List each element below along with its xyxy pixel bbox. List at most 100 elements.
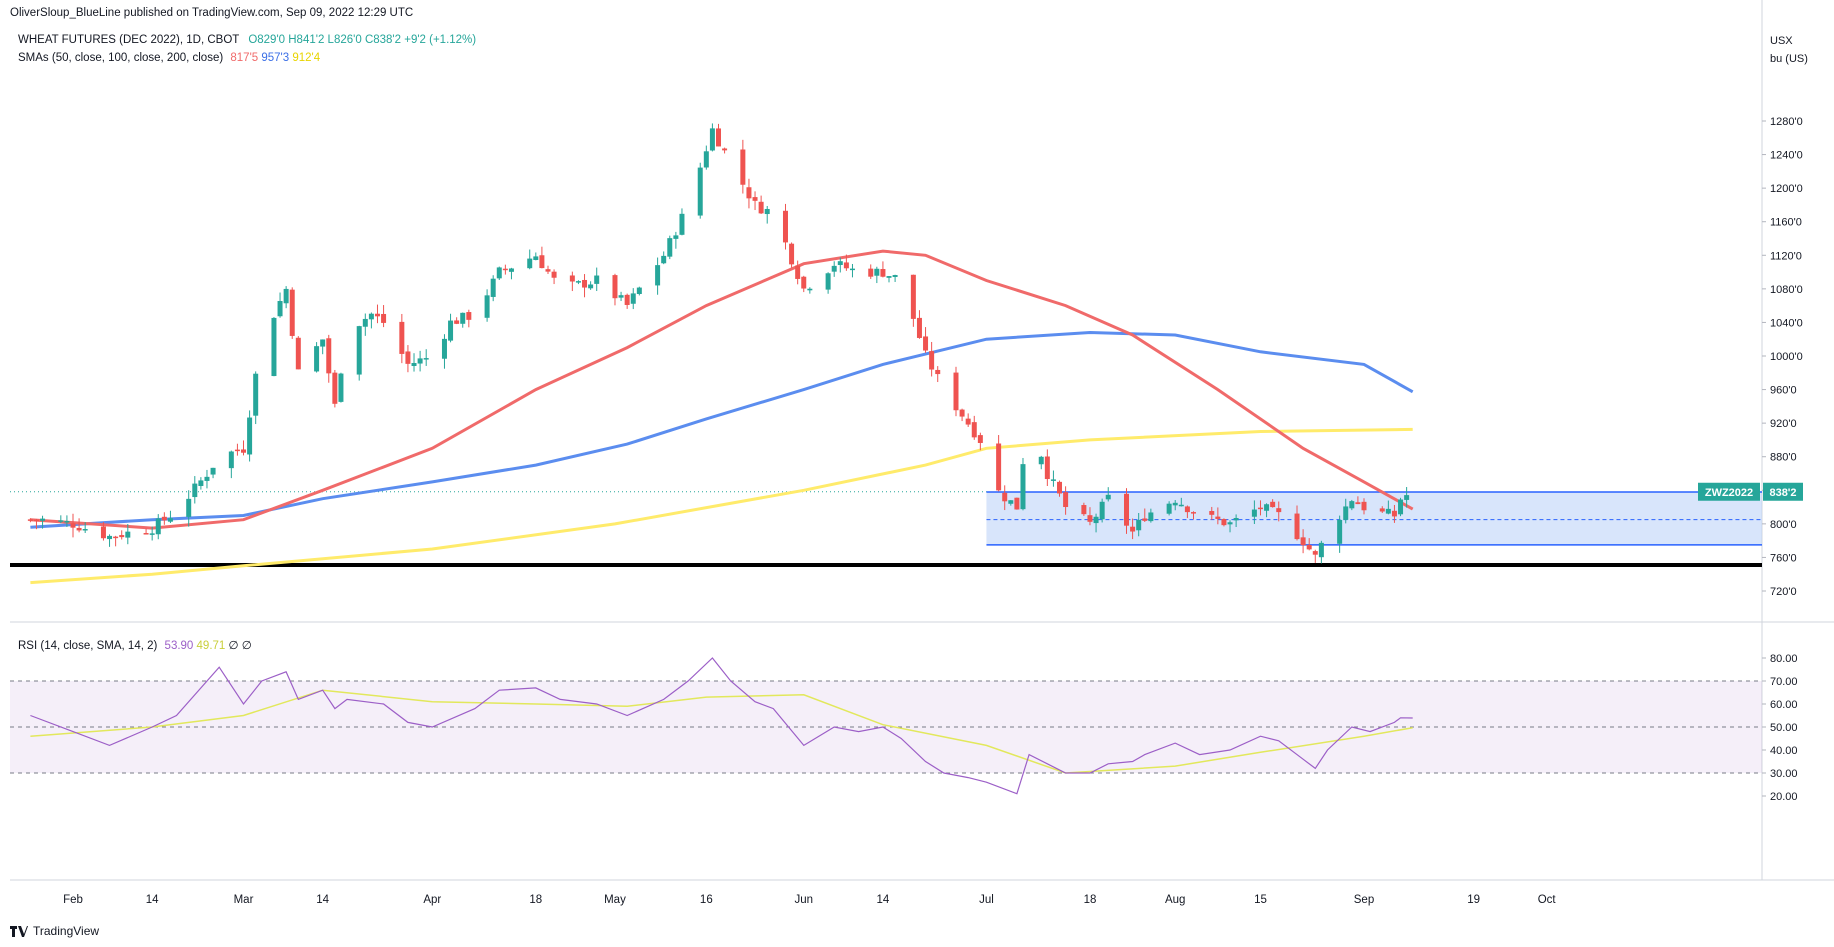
last-price-tag	[1763, 482, 1803, 501]
candle-body	[965, 418, 971, 425]
candle-body	[1343, 506, 1349, 520]
rsi-tick-label: 80.00	[1770, 653, 1798, 665]
candle-body	[1142, 518, 1148, 521]
candle-body	[1057, 481, 1063, 494]
candle-body	[837, 261, 843, 266]
candle-body	[892, 275, 898, 277]
rsi-tick-label: 60.00	[1770, 699, 1798, 711]
candle-body	[417, 358, 423, 364]
candle-body	[849, 268, 855, 271]
rsi-panel	[10, 657, 1762, 795]
candle-body	[1063, 492, 1069, 508]
candle-body	[253, 373, 259, 416]
brand-text: TradingView	[33, 924, 100, 938]
candle-body	[630, 293, 636, 304]
candle-body	[1355, 502, 1361, 505]
sma100-line	[30, 330, 1414, 529]
candle-body	[228, 451, 234, 469]
candle-body	[1251, 509, 1257, 517]
candle-body	[1294, 513, 1300, 540]
moving-averages	[30, 249, 1414, 585]
candle-body	[210, 467, 216, 475]
candle-body	[752, 197, 758, 201]
candle-body	[1215, 516, 1221, 519]
candle-body	[1014, 497, 1020, 510]
candle-body	[241, 449, 247, 453]
candle-body	[1349, 501, 1355, 509]
rsi-tick-label: 20.00	[1770, 791, 1798, 803]
candle-body	[204, 476, 210, 481]
time-tick-label: May	[604, 894, 626, 906]
candle-body	[423, 358, 429, 360]
sma50-line	[30, 249, 1414, 530]
candle-body	[795, 265, 801, 279]
candle-body	[1233, 517, 1239, 521]
ohlc-open: O829'0	[248, 34, 286, 46]
candle-body	[880, 269, 886, 277]
candle-body	[1306, 544, 1312, 550]
rsi-value: 53.90	[164, 640, 194, 652]
zone-fill	[986, 491, 1762, 545]
candle-body	[618, 295, 624, 298]
candles	[27, 123, 1410, 564]
ohlc-low: L826'0	[327, 34, 362, 46]
candle-body	[1178, 504, 1184, 507]
candle-body	[277, 301, 283, 317]
candle-body	[490, 278, 496, 297]
candle-body	[1172, 502, 1178, 506]
symbol-name: WHEAT FUTURES (DEC 2022), 1D, CBOT	[18, 34, 240, 46]
candle-body	[667, 238, 673, 257]
candle-body	[1093, 516, 1099, 524]
candle-body	[149, 533, 155, 535]
candle-body	[996, 443, 1002, 491]
candle-body	[1391, 510, 1397, 517]
candle-body	[1379, 508, 1385, 512]
candle-body	[1190, 512, 1196, 514]
time-tick-label: 18	[529, 894, 542, 906]
candle-body	[192, 483, 198, 498]
symbol-tag-text: ZWZ2022	[1705, 487, 1753, 499]
price-tick-label: 960'0	[1770, 385, 1797, 397]
candle-body	[125, 531, 131, 538]
candle-body	[234, 449, 240, 452]
candle-body	[825, 273, 831, 290]
candle-body	[100, 526, 106, 539]
candle-body	[977, 435, 983, 443]
price-unit-bottom: bu (US)	[1770, 53, 1808, 65]
price-tick-label: 880'0	[1770, 452, 1797, 464]
tradingview-logo[interactable]: TradingView	[10, 924, 99, 938]
candle-body	[582, 279, 588, 288]
time-tick-label: Mar	[234, 894, 254, 906]
candle-body	[1044, 456, 1050, 480]
candle-body	[594, 275, 600, 284]
rsi-tick-label: 50.00	[1770, 722, 1798, 734]
price-tick-label: 1280'0	[1770, 116, 1803, 128]
candle-body	[1276, 508, 1282, 513]
candle-body	[971, 422, 977, 438]
candle-body	[551, 271, 557, 278]
candle-body	[64, 520, 70, 523]
candle-body	[624, 294, 630, 305]
candle-body	[113, 536, 119, 539]
price-tick-label: 720'0	[1770, 586, 1797, 598]
time-tick-label: Feb	[63, 894, 83, 906]
candle-body	[1008, 500, 1014, 504]
candle-body	[886, 276, 892, 278]
candle-body	[923, 336, 929, 351]
price-tick-label: 1240'0	[1770, 150, 1803, 162]
candle-body	[405, 351, 411, 364]
candle-body	[107, 535, 113, 540]
rsi-tick-label: 70.00	[1770, 676, 1798, 688]
candle-body	[868, 268, 874, 277]
candle-body	[1398, 499, 1404, 515]
candle-body	[545, 269, 551, 272]
candle-body	[1257, 507, 1263, 510]
symbol-tag	[1698, 482, 1760, 501]
candle-body	[155, 518, 161, 535]
candle-body	[247, 417, 253, 455]
candle-body	[314, 346, 320, 372]
candle-body	[916, 317, 922, 338]
candle-body	[320, 339, 326, 347]
candle-body	[271, 317, 277, 377]
